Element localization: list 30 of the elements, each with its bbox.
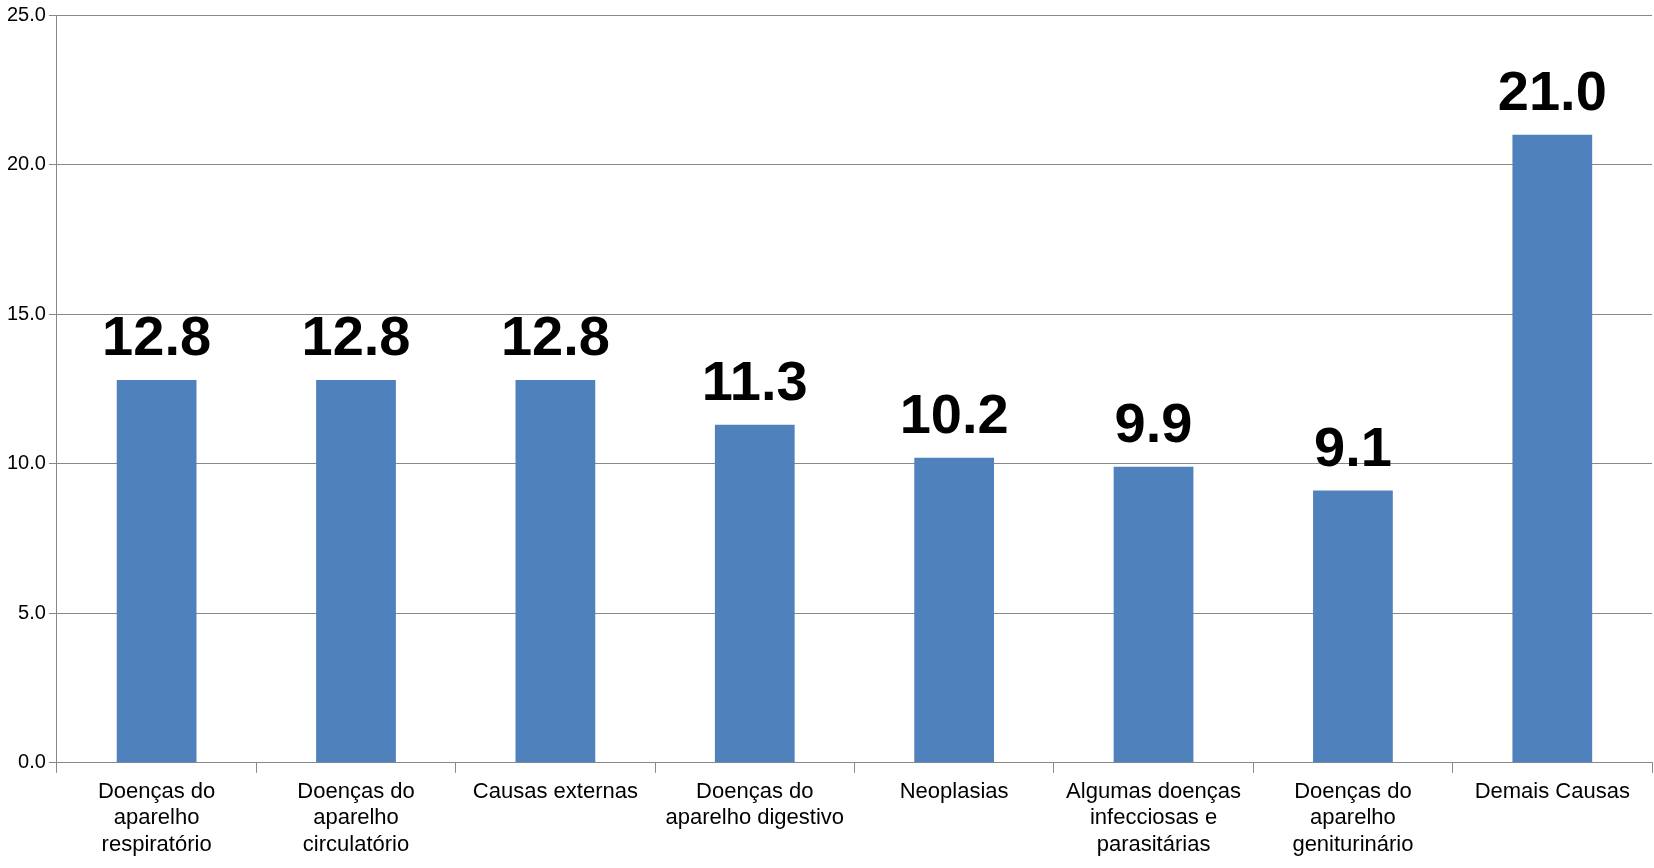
bar [316,379,396,763]
y-tick-label: 25.0 [6,2,46,25]
bar [914,457,995,763]
bar [116,379,197,763]
x-tick-label: Neoplasias [899,778,1009,804]
data-label: 10.2 [899,382,1009,446]
data-label: 9.1 [1313,415,1392,479]
data-label: 12.8 [102,304,212,368]
x-tick-label: Algumas doenças infecciosas e parasitárias [1066,778,1241,856]
x-tick-label: Demais Causas [1474,778,1630,804]
data-label: 21.0 [1497,59,1607,123]
data-label: 12.8 [500,304,610,368]
bar [1313,490,1393,763]
bar [714,424,795,763]
y-tick-label: 20.0 [6,152,46,175]
x-tick-label: Doenças do aparelho respiratório [97,778,216,856]
bar [1113,466,1194,763]
x-tick-label: Doenças do aparelho geniturinário [1292,778,1414,856]
x-tick-label: Causas externas [472,778,638,804]
x-tick-label: Doenças do aparelho digestivo [665,778,845,830]
y-tick-label: 5.0 [18,600,46,623]
data-label: 12.8 [301,304,411,368]
y-tick-label: 15.0 [6,301,46,324]
data-label: 11.3 [701,349,808,413]
bar [1512,134,1593,763]
data-label: 9.9 [1114,391,1193,455]
y-tick-label: 0.0 [18,750,46,773]
y-tick-label: 10.0 [6,451,46,474]
x-tick-label: Doenças do aparelho circulatório [297,778,415,856]
bar [515,379,596,763]
